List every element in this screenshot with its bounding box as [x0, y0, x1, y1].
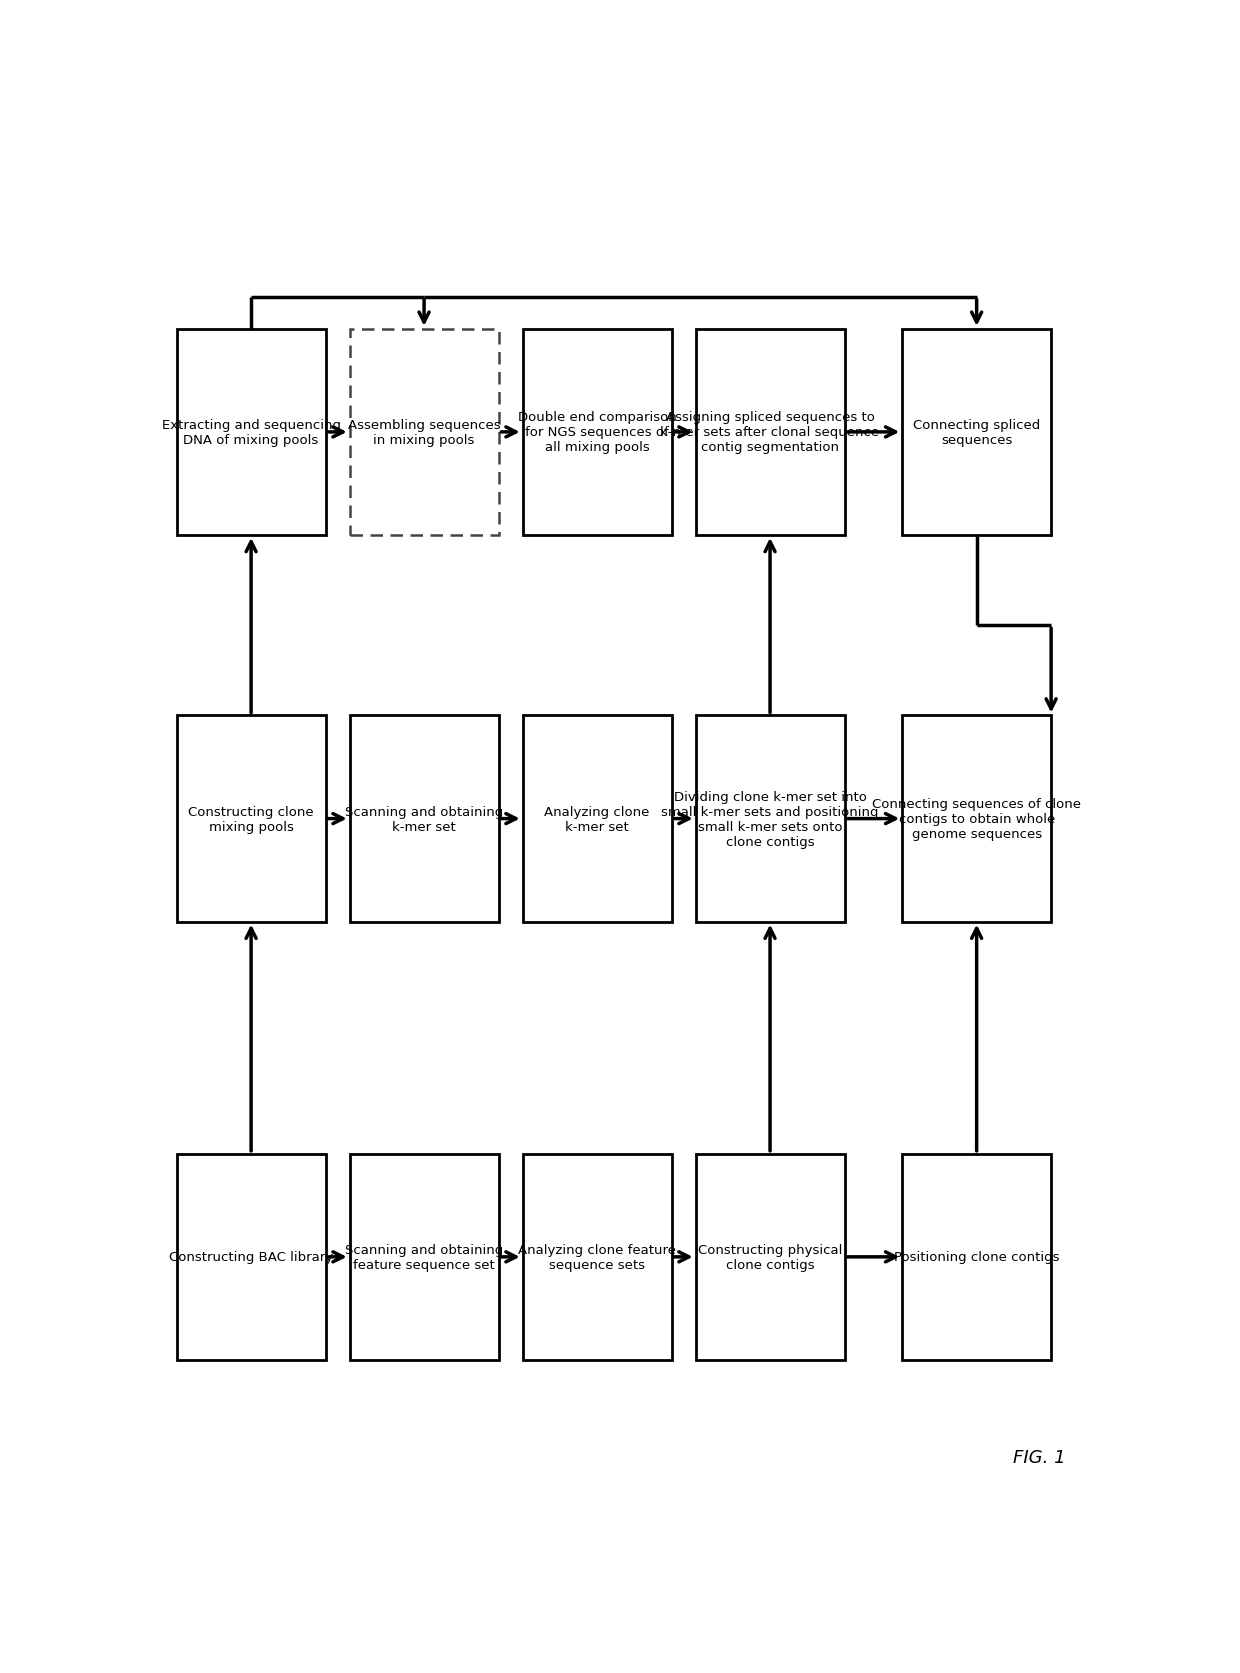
FancyBboxPatch shape [176, 716, 326, 922]
FancyBboxPatch shape [350, 1154, 498, 1360]
FancyBboxPatch shape [522, 330, 672, 535]
FancyBboxPatch shape [522, 1154, 672, 1360]
Text: Constructing clone
mixing pools: Constructing clone mixing pools [188, 805, 314, 833]
Text: Constructing physical
clone contigs: Constructing physical clone contigs [698, 1243, 842, 1271]
FancyBboxPatch shape [522, 716, 672, 922]
Text: Analyzing clone feature
sequence sets: Analyzing clone feature sequence sets [518, 1243, 676, 1271]
Text: Analyzing clone
k-mer set: Analyzing clone k-mer set [544, 805, 650, 833]
Text: Assigning spliced sequences to
k-mer sets after clonal sequence
contig segmentat: Assigning spliced sequences to k-mer set… [661, 412, 879, 453]
Text: Connecting spliced
sequences: Connecting spliced sequences [913, 418, 1040, 447]
FancyBboxPatch shape [903, 1154, 1052, 1360]
Text: Constructing BAC library: Constructing BAC library [169, 1251, 334, 1263]
FancyBboxPatch shape [176, 330, 326, 535]
Text: Double end comparison
for NGS sequences of
all mixing pools: Double end comparison for NGS sequences … [517, 412, 677, 453]
Text: Scanning and obtaining
k-mer set: Scanning and obtaining k-mer set [345, 805, 503, 833]
Text: Connecting sequences of clone
contigs to obtain whole
genome sequences: Connecting sequences of clone contigs to… [872, 798, 1081, 840]
FancyBboxPatch shape [350, 716, 498, 922]
Text: Dividing clone k-mer set into
small k-mer sets and positioning
small k-mer sets : Dividing clone k-mer set into small k-me… [661, 790, 879, 848]
Text: Extracting and sequencing
DNA of mixing pools: Extracting and sequencing DNA of mixing … [161, 418, 341, 447]
FancyBboxPatch shape [176, 1154, 326, 1360]
Text: FIG. 1: FIG. 1 [1013, 1447, 1065, 1466]
FancyBboxPatch shape [903, 330, 1052, 535]
FancyBboxPatch shape [350, 330, 498, 535]
FancyBboxPatch shape [696, 1154, 844, 1360]
Text: Scanning and obtaining
feature sequence set: Scanning and obtaining feature sequence … [345, 1243, 503, 1271]
Text: Positioning clone contigs: Positioning clone contigs [894, 1251, 1059, 1263]
FancyBboxPatch shape [696, 330, 844, 535]
FancyBboxPatch shape [696, 716, 844, 922]
FancyBboxPatch shape [903, 716, 1052, 922]
Text: Assembling sequences
in mixing pools: Assembling sequences in mixing pools [347, 418, 501, 447]
